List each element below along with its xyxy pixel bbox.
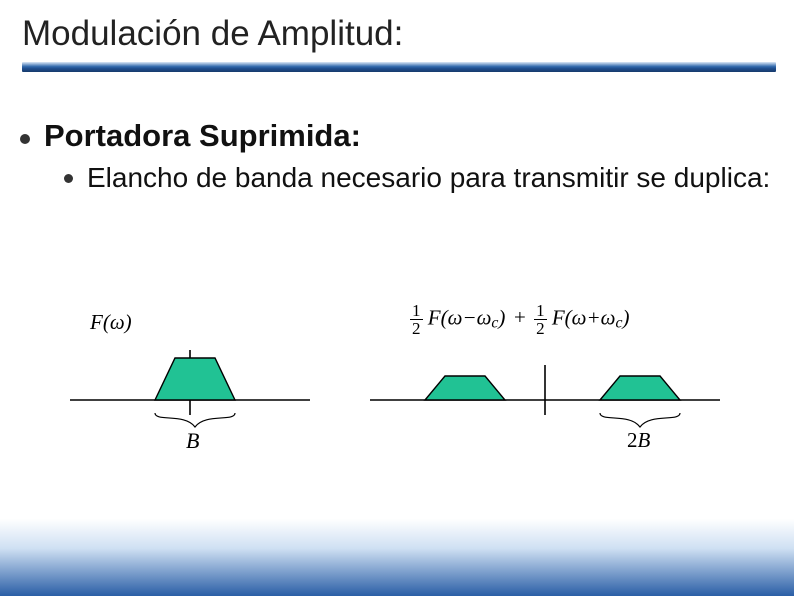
spectrum-svg [60, 310, 740, 490]
right-brace [600, 413, 680, 427]
right-trapezoid-pos [600, 376, 680, 400]
bullet-icon [20, 134, 30, 144]
left-brace [155, 413, 235, 427]
figure-area: F(ω) 1 2 F(ω−ωc) + 1 2 F(ω+ωc) [60, 310, 740, 510]
term1-pre: F(ω−ω [428, 305, 492, 329]
right-spectrum-label: 1 2 F(ω−ωc) + 1 2 F(ω+ωc) [410, 302, 629, 337]
bullet-lvl2: Elancho de banda necesario para transmit… [64, 160, 774, 195]
term1-post: ) [498, 305, 505, 329]
bullet-icon [64, 174, 73, 183]
frac-den: 2 [410, 320, 423, 337]
right-brace-2: 2 [627, 428, 638, 452]
title-bar: Modulación de Amplitud: [0, 0, 794, 80]
right-brace-B: B [638, 428, 651, 452]
frac-den: 2 [534, 320, 547, 337]
left-spectrum-label: F(ω) [90, 310, 132, 335]
left-brace-label: B [186, 428, 199, 454]
bullet-lvl2-text: Elancho de banda necesario para transmit… [87, 160, 770, 195]
slide-title: Modulación de Amplitud: [22, 14, 794, 54]
term2-post: ) [622, 305, 629, 329]
plus-sign: + [511, 305, 529, 329]
fraction-half-1: 1 2 [410, 302, 423, 337]
left-label-text: F(ω) [90, 310, 132, 334]
sub-content: Elancho de banda necesario para transmit… [64, 160, 774, 195]
right-trapezoid-neg [425, 376, 505, 400]
title-underline [22, 62, 776, 72]
fraction-half-2: 1 2 [534, 302, 547, 337]
frac-num: 1 [410, 302, 423, 320]
term2-pre: F(ω+ω [552, 305, 616, 329]
frac-num: 1 [534, 302, 547, 320]
right-brace-label: 2B [627, 428, 650, 453]
bullet-lvl1-text: Portadora Suprimida: [44, 118, 361, 154]
bullet-lvl1: Portadora Suprimida: [20, 118, 774, 154]
left-trapezoid [155, 358, 235, 400]
slide: Modulación de Amplitud: Portadora Suprim… [0, 0, 794, 596]
content-area: Portadora Suprimida: Elancho de banda ne… [20, 118, 774, 197]
